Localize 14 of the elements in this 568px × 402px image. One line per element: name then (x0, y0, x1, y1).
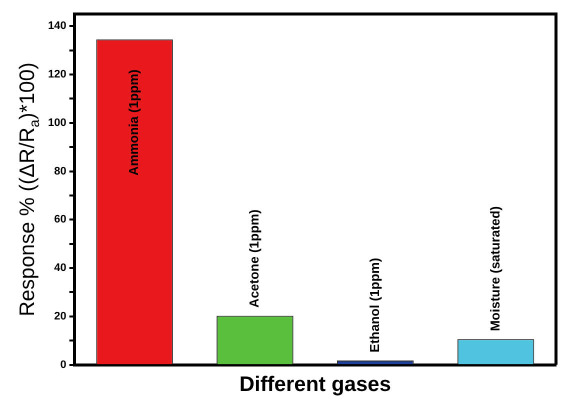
x-tick-label: Acetone (1ppm) (246, 209, 262, 308)
x-tick-label: Ethanol (1ppm) (366, 258, 382, 352)
x-tick-label: Moisture (saturated) (487, 206, 502, 332)
y-tick-label: 80 (54, 165, 66, 178)
x-tick-label: Ammonia (1ppm) (126, 69, 142, 176)
y-tick-label: 40 (54, 262, 66, 274)
y-tick-label: 100 (48, 116, 66, 129)
x-axis-title: Different gases (239, 373, 392, 396)
y-tick-label: 140 (48, 20, 66, 32)
y-tick-label: 60 (54, 214, 66, 226)
y-tick-label: 20 (54, 310, 66, 322)
y-tick-label: 120 (48, 68, 66, 81)
y-axis-title: Response % ((ΔR/Ra)*100) (16, 62, 42, 316)
y-tick-label: 0 (60, 358, 66, 371)
